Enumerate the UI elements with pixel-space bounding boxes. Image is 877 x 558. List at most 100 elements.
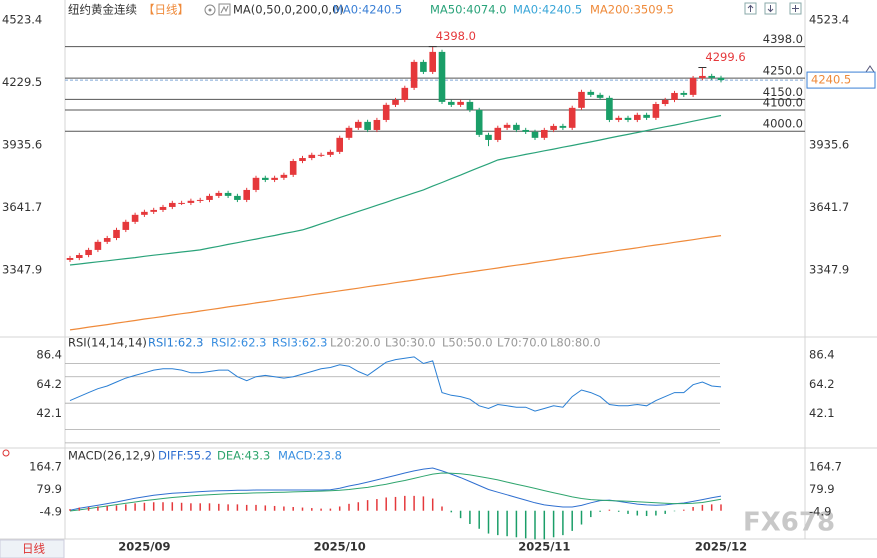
candle-body — [178, 202, 185, 204]
watermark: FX678 — [743, 508, 835, 538]
candle-body — [252, 177, 260, 190]
y-tick-label: 79.9 — [36, 482, 62, 496]
price-line-label: 4250.0 — [763, 64, 803, 78]
candle-body — [503, 124, 511, 128]
legend-entry: MACD:23.8 — [278, 449, 342, 463]
price-line-label: 4150.0 — [763, 85, 803, 99]
y-tick-label: 3935.6 — [2, 137, 42, 151]
y-tick-label: 86.4 — [36, 348, 62, 362]
candle-body — [699, 75, 706, 79]
legend-entry: MA50:4074.0 — [430, 3, 507, 17]
candle-body — [652, 104, 660, 118]
candle-body — [234, 195, 241, 200]
price-line-label: 4398.0 — [763, 32, 803, 46]
indicator-icon[interactable] — [218, 3, 231, 16]
legend-entry: DIFF:55.2 — [158, 449, 212, 463]
candle-body — [271, 177, 278, 180]
y-tick-label: 3347.9 — [809, 262, 849, 276]
legend-entry: MA0:4240.5 — [513, 3, 582, 17]
candle-body — [122, 221, 130, 230]
legend-entry: L20:20.0 — [330, 336, 381, 350]
candle-body — [224, 192, 232, 196]
candle-body — [634, 114, 641, 120]
candle-body — [141, 211, 148, 215]
settings-icon[interactable] — [204, 4, 216, 16]
y-tick-label: 3641.7 — [809, 200, 849, 214]
y-tick-label: 64.2 — [809, 377, 835, 391]
candle-body — [66, 258, 74, 260]
candle-body — [494, 127, 502, 140]
candle-body — [327, 151, 334, 155]
candle-body — [568, 107, 576, 128]
candle-body — [150, 209, 157, 212]
candle-body — [206, 195, 213, 200]
macd-line — [69, 472, 722, 512]
indicator-label: MA(0,50,0,200,0,0) — [233, 3, 344, 17]
candle-body — [587, 91, 595, 95]
legend-entry: RSI3:62.3 — [272, 336, 327, 350]
candle-body — [578, 91, 585, 108]
candle-body — [410, 61, 418, 88]
period-tab-label[interactable]: 日线 — [22, 542, 45, 556]
x-tick-label: 2025/09 — [118, 540, 170, 554]
x-tick-label: 2025/11 — [518, 540, 570, 554]
candle-body — [717, 77, 725, 81]
y-tick-label: 64.2 — [36, 377, 62, 391]
candle-body — [541, 129, 548, 138]
candle-body — [615, 117, 622, 120]
candle-body — [438, 51, 446, 102]
legend-entry: MA0:4240.5 — [333, 3, 402, 17]
y-tick-label: 42.1 — [36, 406, 62, 420]
candle-body — [624, 117, 632, 120]
legend-entry: L80:80.0 — [550, 336, 601, 350]
annotation-label: 4398.0 — [436, 29, 476, 43]
candle-body — [113, 229, 120, 239]
candle-body — [531, 131, 539, 138]
candle-body — [429, 51, 436, 72]
candle-body — [280, 174, 288, 178]
y-tick-label: 4229.5 — [2, 75, 42, 89]
legend-entry: L50:50.0 — [442, 336, 493, 350]
ma-line — [69, 114, 722, 266]
candle-body — [196, 199, 204, 201]
legend-entry: MA200:3509.5 — [590, 3, 674, 17]
current-price-box — [806, 71, 876, 89]
candle-body — [708, 75, 715, 78]
candle-body — [475, 109, 483, 135]
candle-body — [94, 241, 102, 250]
y-tick-label: 86.4 — [809, 348, 835, 362]
candle-body — [169, 202, 176, 207]
y-tick-label: 4523.4 — [2, 12, 42, 26]
panel-title: MACD(26,12,9) — [68, 449, 155, 463]
ma-line — [69, 235, 722, 331]
candle-body — [550, 125, 557, 130]
y-tick-label: 42.1 — [809, 406, 835, 420]
legend-entry: RSI2:62.3 — [211, 336, 266, 350]
legend-entry: L30:30.0 — [385, 336, 436, 350]
y-tick-label: 3641.7 — [2, 200, 42, 214]
candle-body — [680, 92, 688, 95]
y-tick-label: -4.9 — [40, 505, 62, 519]
annotation-label: 4299.6 — [705, 50, 745, 64]
candle-body — [345, 127, 353, 138]
candle-body — [661, 99, 669, 105]
price-line-label: 4000.0 — [763, 117, 803, 131]
candle-body — [513, 124, 520, 130]
candle-body — [689, 78, 697, 95]
candle-body — [373, 119, 381, 130]
candle-body — [485, 134, 492, 140]
candle-body — [187, 200, 195, 203]
candle-body — [420, 61, 427, 72]
candle-body — [457, 101, 464, 105]
candle-body — [308, 154, 316, 159]
period-tab[interactable] — [0, 539, 65, 558]
candle-body — [262, 177, 269, 180]
y-tick-label: 3935.6 — [809, 137, 849, 151]
candle-body — [448, 101, 455, 105]
candle-body — [159, 206, 167, 210]
period-label[interactable]: 【日线】 — [143, 3, 189, 17]
panel-title: RSI(14,14,14) — [68, 336, 147, 350]
candle-body — [299, 158, 306, 162]
